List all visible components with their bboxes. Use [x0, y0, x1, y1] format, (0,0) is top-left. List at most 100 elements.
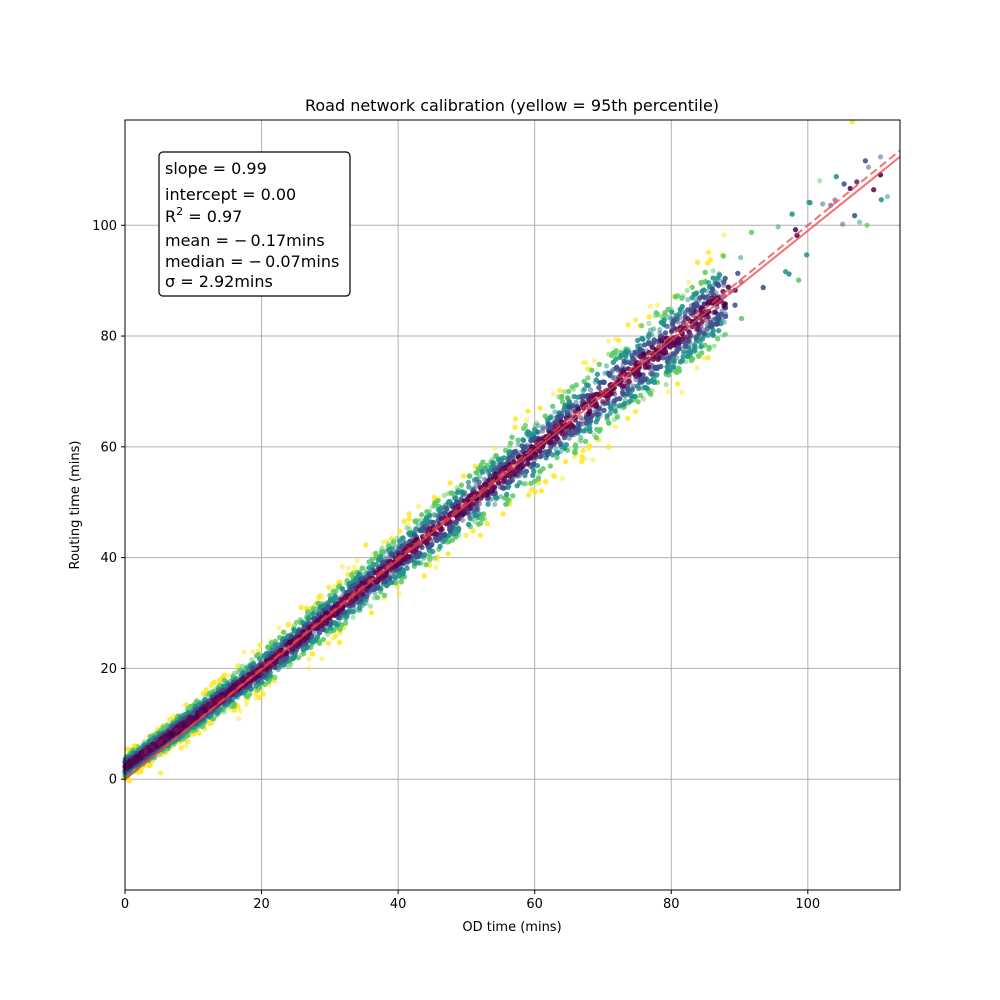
scatter-point	[622, 398, 628, 404]
scatter-point	[337, 640, 343, 646]
scatter-point	[578, 434, 584, 440]
scatter-point	[606, 420, 612, 426]
scatter-point	[540, 466, 546, 472]
scatter-point	[257, 642, 263, 648]
scatter-point	[592, 379, 598, 385]
scatter-point	[548, 415, 554, 421]
scatter-point	[363, 542, 369, 548]
scatter-point	[675, 319, 681, 325]
scatter-point	[679, 389, 685, 395]
scatter-point	[804, 252, 810, 258]
scatter-point	[536, 474, 542, 480]
scatter-point	[566, 388, 572, 394]
scatter-point	[479, 469, 485, 475]
scatter-point	[711, 343, 717, 349]
scatter-point	[506, 443, 513, 449]
scatter-point	[704, 288, 710, 294]
scatter-point	[540, 428, 546, 434]
scatter-point	[640, 336, 647, 342]
scatter-point	[667, 352, 674, 358]
scatter-point	[538, 488, 545, 494]
scatter-point	[203, 687, 209, 693]
scatter-point	[206, 720, 212, 726]
scatter-point	[760, 284, 766, 291]
scatter-point	[840, 221, 846, 227]
scatter-point	[603, 363, 610, 369]
scatter-point	[237, 708, 243, 714]
scatter-point	[720, 253, 727, 259]
scatter-point	[458, 482, 465, 488]
scatter-point	[587, 443, 593, 449]
scatter-point	[680, 354, 686, 360]
scatter-point	[601, 379, 607, 385]
scatter-point	[431, 519, 437, 526]
scatter-point	[553, 446, 559, 452]
scatter-point	[625, 415, 631, 422]
scatter-point	[699, 289, 705, 295]
scatter-point	[715, 336, 721, 342]
scatter-point	[716, 283, 722, 289]
scatter-point	[720, 332, 726, 338]
scatter-point	[594, 371, 601, 377]
scatter-point	[632, 317, 639, 323]
scatter-point	[281, 629, 287, 635]
scatter-point	[381, 592, 388, 598]
scatter-point	[441, 492, 447, 498]
scatter-point	[398, 579, 404, 585]
scatter-point	[470, 528, 476, 534]
scatter-point	[710, 268, 716, 274]
scatter-point	[585, 382, 591, 389]
scatter-point	[401, 518, 407, 524]
scatter-point	[320, 636, 326, 643]
scatter-point	[606, 338, 612, 344]
scatter-point	[535, 423, 541, 429]
scatter-point	[421, 573, 427, 579]
scatter-point	[465, 479, 471, 485]
scatter-point	[558, 395, 564, 401]
scatter-point	[217, 678, 223, 684]
scatter-point	[583, 426, 590, 432]
scatter-point	[463, 532, 469, 538]
scatter-point	[253, 695, 259, 701]
scatter-point	[706, 249, 712, 255]
scatter-point	[255, 652, 262, 658]
scatter-point	[521, 437, 527, 443]
scatter-point	[705, 355, 711, 361]
scatter-point	[663, 382, 669, 388]
scatter-point	[547, 463, 554, 469]
scatter-point	[158, 770, 164, 776]
scatter-point	[285, 622, 291, 628]
scatter-point	[435, 498, 441, 504]
scatter-point	[466, 521, 472, 528]
scatter-point	[125, 746, 131, 752]
scatter-point	[339, 564, 345, 570]
scatter-point	[354, 558, 360, 564]
scatter-point	[510, 493, 516, 499]
scatter-point	[550, 391, 557, 397]
scatter-point	[416, 503, 422, 509]
scatter-point	[306, 665, 312, 671]
scatter-point	[461, 473, 467, 479]
scatter-point	[368, 610, 374, 616]
scatter-point	[640, 396, 647, 402]
scatter-point	[562, 459, 569, 465]
scatter-point	[517, 480, 523, 486]
scatter-point	[579, 454, 585, 460]
scatter-point	[250, 649, 256, 655]
scatter-point	[735, 270, 741, 276]
scatter-point	[738, 255, 744, 261]
scatter-point	[332, 584, 338, 590]
scatter-point	[368, 603, 374, 609]
scatter-point	[862, 158, 869, 164]
scatter-point	[705, 260, 711, 266]
scatter-point	[423, 562, 429, 568]
scatter-point	[878, 197, 884, 203]
scatter-point	[681, 349, 687, 355]
scatter-point	[704, 322, 710, 328]
scatter-point	[537, 405, 543, 411]
scatter-point	[492, 445, 498, 451]
scatter-point	[319, 595, 325, 601]
scatter-point	[395, 584, 401, 590]
scatter-point	[442, 531, 448, 538]
